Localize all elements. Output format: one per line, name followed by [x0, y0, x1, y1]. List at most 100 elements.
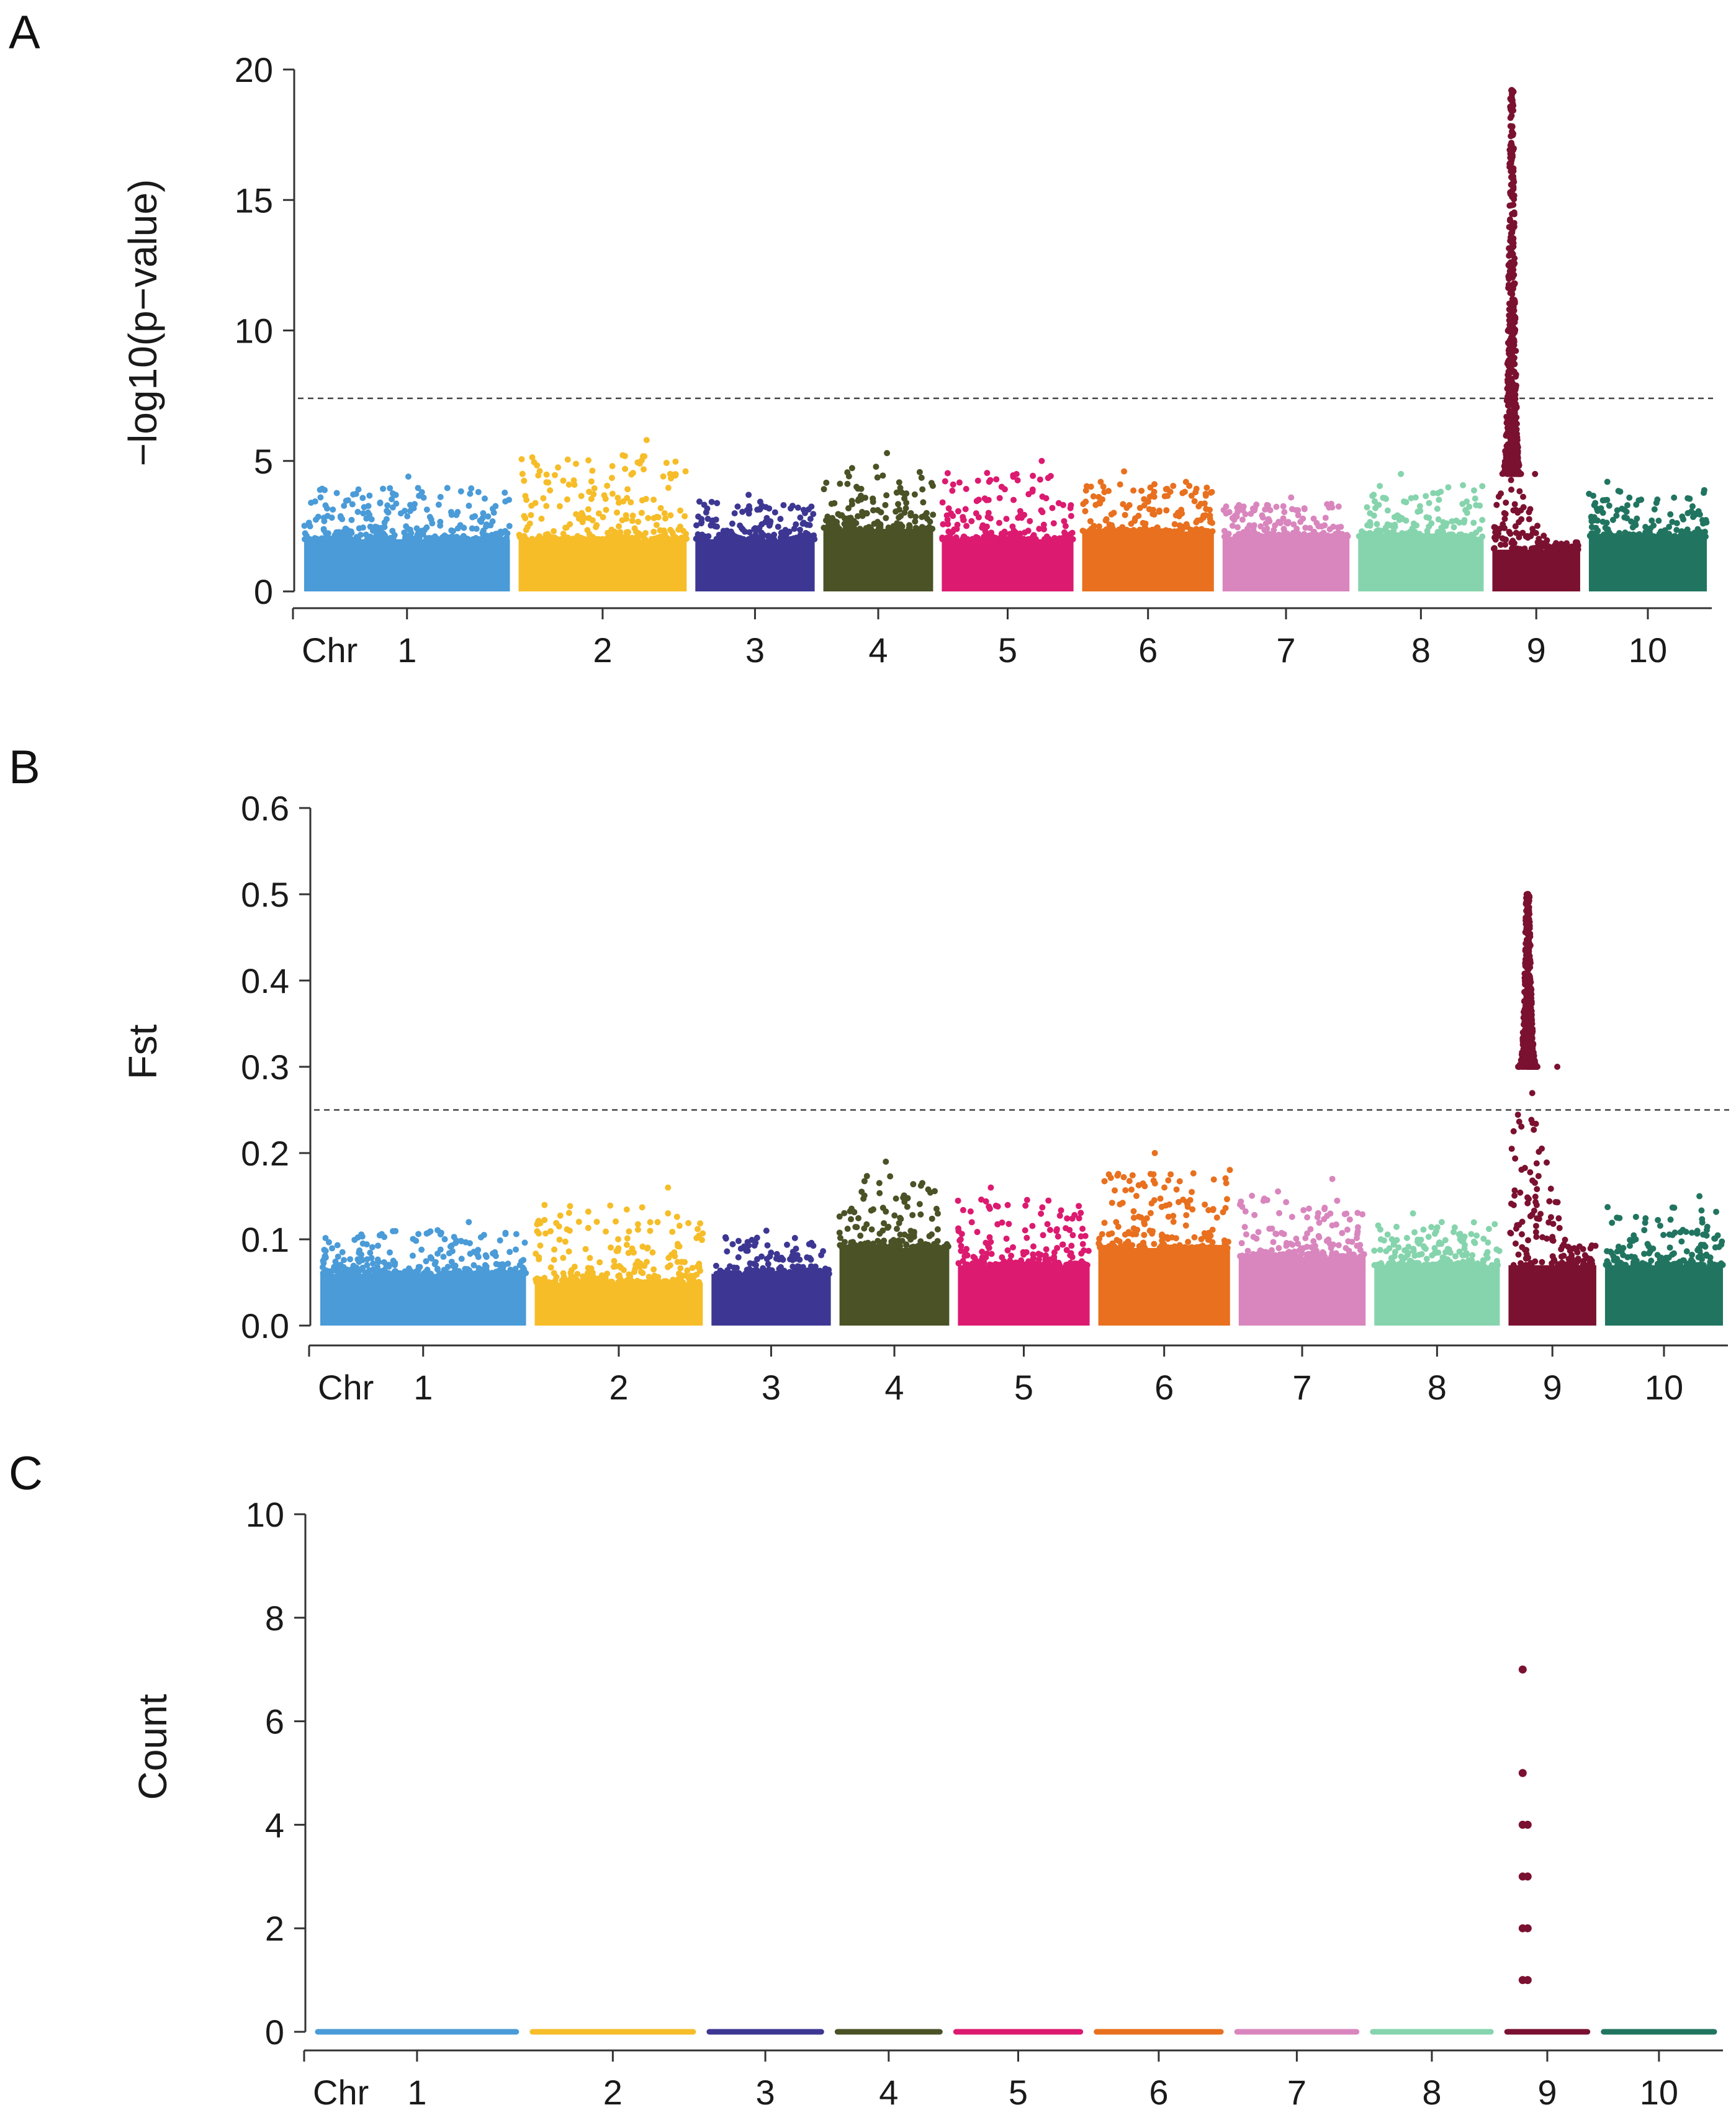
- data-point: [1029, 488, 1036, 495]
- data-point: [344, 536, 351, 542]
- data-point: [1125, 1238, 1131, 1245]
- y-tick-label: 0.5: [241, 875, 289, 914]
- data-point: [684, 1267, 691, 1274]
- data-point: [360, 510, 367, 517]
- data-point: [1188, 527, 1195, 534]
- data-point: [1513, 404, 1520, 411]
- data-point: [1527, 1169, 1534, 1176]
- data-point: [1235, 532, 1241, 539]
- data-point: [532, 500, 539, 506]
- data-point: [339, 1249, 346, 1255]
- data-point: [623, 1241, 630, 1248]
- data-point: [1053, 1228, 1060, 1234]
- data-point: [359, 495, 366, 501]
- data-point: [1244, 526, 1251, 532]
- data-point: [1527, 1042, 1534, 1049]
- data-point: [577, 1279, 584, 1286]
- data-point: [477, 1234, 484, 1241]
- data-point: [1046, 1226, 1053, 1233]
- data-point: [1102, 1244, 1109, 1251]
- data-point: [572, 1278, 578, 1285]
- data-point: [1452, 1253, 1459, 1260]
- data-point: [1599, 518, 1606, 525]
- chromosome-3-points: [711, 1228, 832, 1326]
- data-point: [622, 465, 629, 472]
- data-point: [1508, 351, 1515, 358]
- data-point: [1135, 1213, 1142, 1220]
- data-point: [1040, 526, 1047, 532]
- data-point: [1510, 236, 1517, 243]
- data-point: [921, 525, 928, 532]
- data-point: [926, 1232, 933, 1239]
- data-point: [1181, 488, 1188, 495]
- data-point: [586, 531, 593, 537]
- data-point: [537, 536, 544, 542]
- data-point: [739, 508, 746, 515]
- x-tick-label: 4: [884, 1368, 904, 1407]
- y-tick-label: 0.1: [241, 1220, 289, 1259]
- data-point: [1657, 1223, 1663, 1229]
- data-point: [1507, 123, 1514, 130]
- data-point: [1510, 261, 1517, 268]
- point-cluster: [1222, 536, 1350, 591]
- data-point: [624, 486, 631, 493]
- data-point: [678, 1278, 685, 1285]
- data-point: [1286, 532, 1293, 539]
- data-point: [506, 523, 513, 529]
- data-point: [1117, 481, 1123, 488]
- data-point: [1534, 1186, 1540, 1193]
- data-point: [821, 486, 827, 493]
- data-point: [1255, 1229, 1262, 1236]
- data-point: [575, 1218, 582, 1225]
- data-point: [1062, 523, 1069, 529]
- data-point: [1522, 1262, 1529, 1268]
- data-point: [1354, 1210, 1361, 1216]
- data-point: [301, 523, 308, 529]
- data-point: [389, 496, 395, 503]
- data-point: [1593, 533, 1600, 540]
- data-point: [1459, 1234, 1465, 1241]
- data-point: [614, 495, 621, 501]
- point-cluster: [1588, 536, 1707, 591]
- data-point: [1266, 1251, 1273, 1258]
- data-point: [1508, 539, 1515, 546]
- data-point: [470, 1262, 477, 1268]
- data-point: [1522, 929, 1529, 936]
- data-point: [315, 513, 322, 520]
- data-point: [812, 1263, 819, 1270]
- data-point: [1530, 545, 1537, 552]
- data-point: [1388, 1255, 1395, 1262]
- data-point: [418, 1246, 425, 1253]
- data-point: [1166, 1201, 1172, 1208]
- data-point: [1451, 1224, 1458, 1231]
- data-point: [1704, 1223, 1711, 1230]
- data-point: [1113, 1219, 1120, 1226]
- data-point: [551, 472, 558, 478]
- data-point: [1514, 1111, 1521, 1118]
- data-point: [1149, 1228, 1156, 1234]
- data-point: [1012, 529, 1019, 536]
- chromosome-1-points: [301, 473, 513, 591]
- data-point: [1275, 1245, 1282, 1252]
- data-point: [404, 513, 411, 519]
- data-point: [910, 1244, 917, 1250]
- data-point: [1203, 1244, 1210, 1251]
- data-point: [892, 524, 899, 531]
- data-point: [1316, 1234, 1323, 1241]
- data-point: [1008, 1252, 1015, 1259]
- data-point: [729, 1241, 736, 1247]
- data-point: [1460, 1262, 1467, 1268]
- data-point: [1512, 314, 1519, 321]
- data-point: [1044, 1221, 1051, 1228]
- data-point: [1479, 533, 1486, 540]
- data-point: [804, 531, 811, 537]
- data-point: [792, 1255, 799, 1262]
- data-point: [934, 1210, 941, 1217]
- data-point: [328, 514, 335, 521]
- data-point: [546, 1279, 553, 1286]
- data-point: [344, 1266, 351, 1273]
- data-point: [713, 516, 719, 523]
- data-point: [1586, 1261, 1593, 1268]
- data-point: [682, 1272, 689, 1279]
